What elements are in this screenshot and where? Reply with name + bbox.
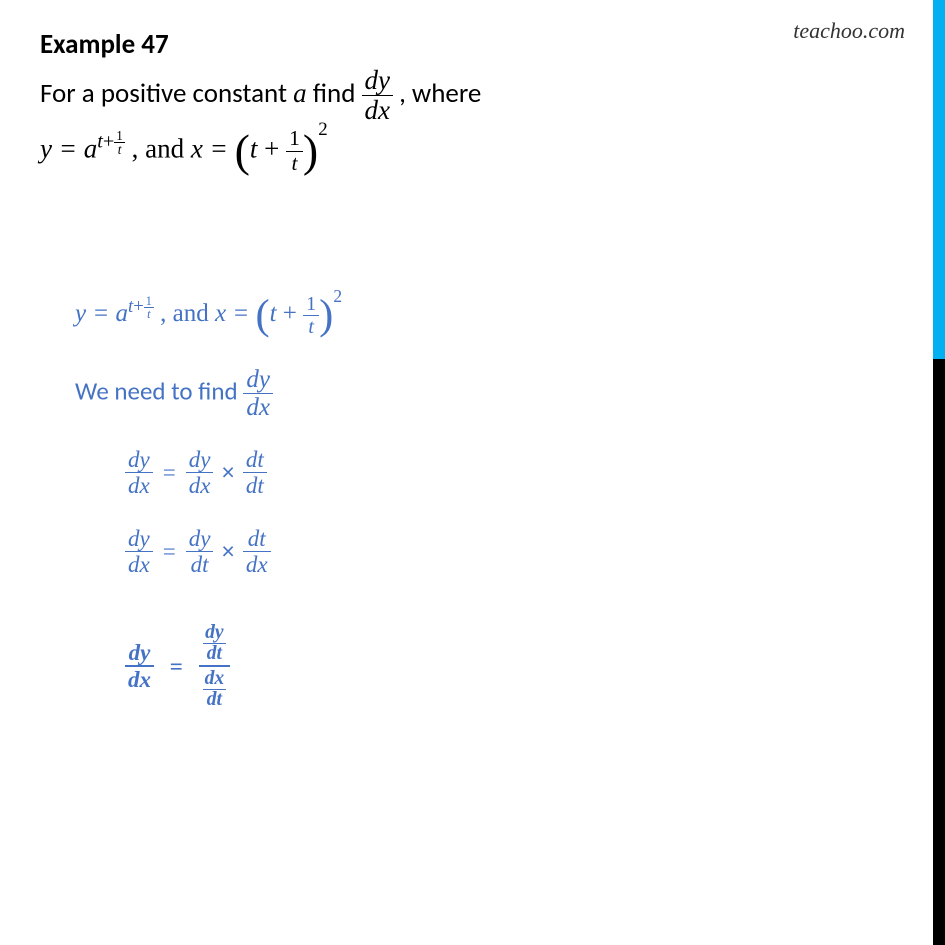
cr2-lhs-n: dy — [125, 527, 153, 552]
cr2-eq: = — [163, 540, 176, 563]
cr3-dden: dxdt — [199, 667, 231, 711]
paren-close: ) — [303, 125, 318, 176]
sidebar-bottom — [933, 359, 945, 945]
cr2-f2: dtdx — [243, 527, 271, 576]
cr3-in-n: dy — [203, 623, 225, 644]
paren-open: ( — [235, 125, 250, 176]
sol-and: , and — [154, 300, 215, 327]
cr3-lhs-d: dx — [125, 667, 154, 691]
cr1-lhs: dydx — [125, 448, 153, 497]
cr2-f1-n: dy — [186, 527, 214, 552]
cr3-eq: = — [164, 655, 189, 678]
chain-row-3: dydx = dydtdxdt — [125, 621, 880, 711]
content-area: Example 47 For a positive constant a fin… — [0, 0, 920, 711]
text-and: , and — [125, 133, 191, 163]
cr2-lhs-d: dx — [125, 552, 153, 576]
sol-squared: 2 — [333, 286, 342, 306]
cr1-f1-n: dy — [186, 448, 214, 473]
text-mid: find — [307, 77, 362, 110]
cr1-f2-n: dt — [243, 448, 267, 473]
base-a: a — [84, 133, 98, 163]
sidebar-top — [933, 0, 945, 359]
sol-exp-plus: + — [133, 296, 144, 317]
chain-rule-block: dydx=dydx×dtdt dydx=dydt×dtdx dydx = dyd… — [75, 448, 880, 711]
exp-frac-den: t — [114, 143, 125, 156]
cr3-dnum: dydt — [199, 621, 231, 667]
cr1-f2: dtdt — [243, 448, 267, 497]
plus-inner: + — [257, 133, 286, 163]
cr3-innum: dydt — [203, 623, 225, 663]
cr2-f1-d: dt — [186, 552, 214, 576]
cr2-times: × — [221, 540, 234, 563]
fraction-dydx: dydx — [362, 67, 393, 124]
exp-plus: + — [103, 130, 114, 152]
sol-exp-frac: 1t — [144, 295, 154, 320]
exponent-y: t+1t — [97, 129, 125, 156]
cr3-in-d: dt — [203, 644, 225, 664]
cr1-eq: = — [163, 461, 176, 484]
cr1-times: × — [221, 461, 234, 484]
cr3-idnum: dxdt — [203, 669, 227, 709]
text-prefix: For a positive constant — [40, 77, 293, 110]
sol-plus: + — [277, 300, 304, 327]
need-text: We need to find — [75, 376, 243, 407]
solution-given: y = at+1t , and x = (t + 1t)2 — [75, 294, 880, 337]
exp-frac: 1t — [114, 129, 125, 156]
need-num: dy — [243, 367, 273, 394]
sol-exp-den: t — [144, 308, 154, 320]
y-equals: y = — [40, 133, 84, 163]
sol-a: a — [115, 300, 128, 327]
var-a: a — [293, 78, 307, 108]
cr3-id-d: dt — [203, 690, 227, 710]
cr1-lhs-n: dy — [125, 448, 153, 473]
squared: 2 — [318, 119, 327, 140]
text-suffix: , where — [393, 77, 481, 110]
cr2-f2-d: dx — [243, 552, 271, 576]
sol-inner-frac: 1t — [303, 294, 319, 337]
sol-paren-open: ( — [255, 292, 269, 339]
cr2-f1: dydt — [186, 527, 214, 576]
need-frac: dydx — [243, 367, 273, 420]
exp-frac-num: 1 — [114, 129, 125, 143]
sidebar-stripe — [933, 0, 945, 945]
cr2-f2-n: dt — [243, 527, 271, 552]
problem-line-1: For a positive constant a find dydx , wh… — [40, 67, 880, 124]
sol-paren-close: ) — [319, 292, 333, 339]
cr1-f2-d: dt — [243, 473, 267, 497]
chain-row-1: dydx=dydx×dtdt — [125, 448, 880, 497]
sol-exp-y: t+1t — [128, 295, 154, 320]
cr3-lhs: dydx — [125, 641, 154, 691]
cr3-lhs-n: dy — [125, 641, 154, 667]
cr3-id-n: dx — [203, 669, 227, 690]
frac-den: dx — [362, 96, 393, 124]
sol-inner-den: t — [303, 316, 319, 337]
sol-t: t — [270, 300, 277, 327]
sol-x-eq: x = — [215, 300, 255, 327]
cr1-lhs-d: dx — [125, 473, 153, 497]
cr1-f1-d: dx — [186, 473, 214, 497]
x-equals: x = — [191, 133, 235, 163]
need-to-find: We need to find dydx — [75, 367, 880, 420]
sol-y-eq: y = — [75, 300, 115, 327]
inner-frac-den: t — [286, 152, 303, 175]
need-den: dx — [243, 394, 273, 420]
watermark: teachoo.com — [793, 18, 905, 44]
cr1-f1: dydx — [186, 448, 214, 497]
inner-frac-num: 1 — [286, 128, 303, 152]
chain-row-2: dydx=dydt×dtdx — [125, 527, 880, 576]
inner-frac: 1t — [286, 128, 303, 174]
frac-num: dy — [362, 67, 393, 96]
cr2-lhs: dydx — [125, 527, 153, 576]
cr3-double-frac: dydtdxdt — [199, 621, 231, 711]
example-title: Example 47 — [40, 28, 880, 61]
sol-inner-num: 1 — [303, 294, 319, 316]
problem-line-2: y = at+1t , and x = (t + 1t)2 — [40, 128, 880, 174]
solution-block: y = at+1t , and x = (t + 1t)2 We need to… — [40, 294, 880, 711]
